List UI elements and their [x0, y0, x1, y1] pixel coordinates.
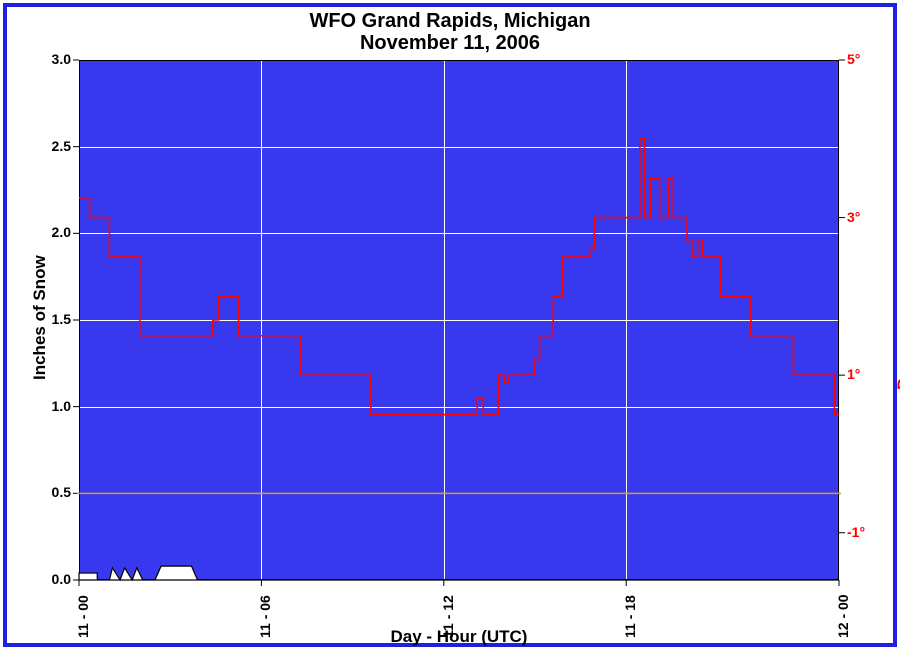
y-left-tick-label: 1.5	[52, 311, 71, 327]
x-tick-label: 11 - 06	[257, 595, 273, 638]
y-left-tick-label: 2.5	[52, 138, 71, 154]
y-left-tick-label: 1.0	[52, 398, 71, 414]
y-left-tick-label: 2.0	[52, 224, 71, 240]
x-tick-label: 11 - 00	[75, 595, 91, 638]
y-right-tick-label: 3°	[847, 209, 860, 225]
y-right-tick-label: -1°	[847, 524, 865, 540]
x-tick-label: 12 - 00	[835, 594, 851, 638]
y-left-tick-label: 0.5	[52, 484, 71, 500]
x-tick-label: 11 - 12	[440, 595, 456, 638]
y-right-tick-label: 1°	[847, 366, 860, 382]
y-right-tick-label: 5°	[847, 51, 860, 67]
chart-svg	[0, 0, 900, 650]
y-left-tick-label: 0.0	[52, 571, 71, 587]
y-left-tick-label: 3.0	[52, 51, 71, 67]
x-tick-label: 11 - 18	[622, 595, 638, 638]
